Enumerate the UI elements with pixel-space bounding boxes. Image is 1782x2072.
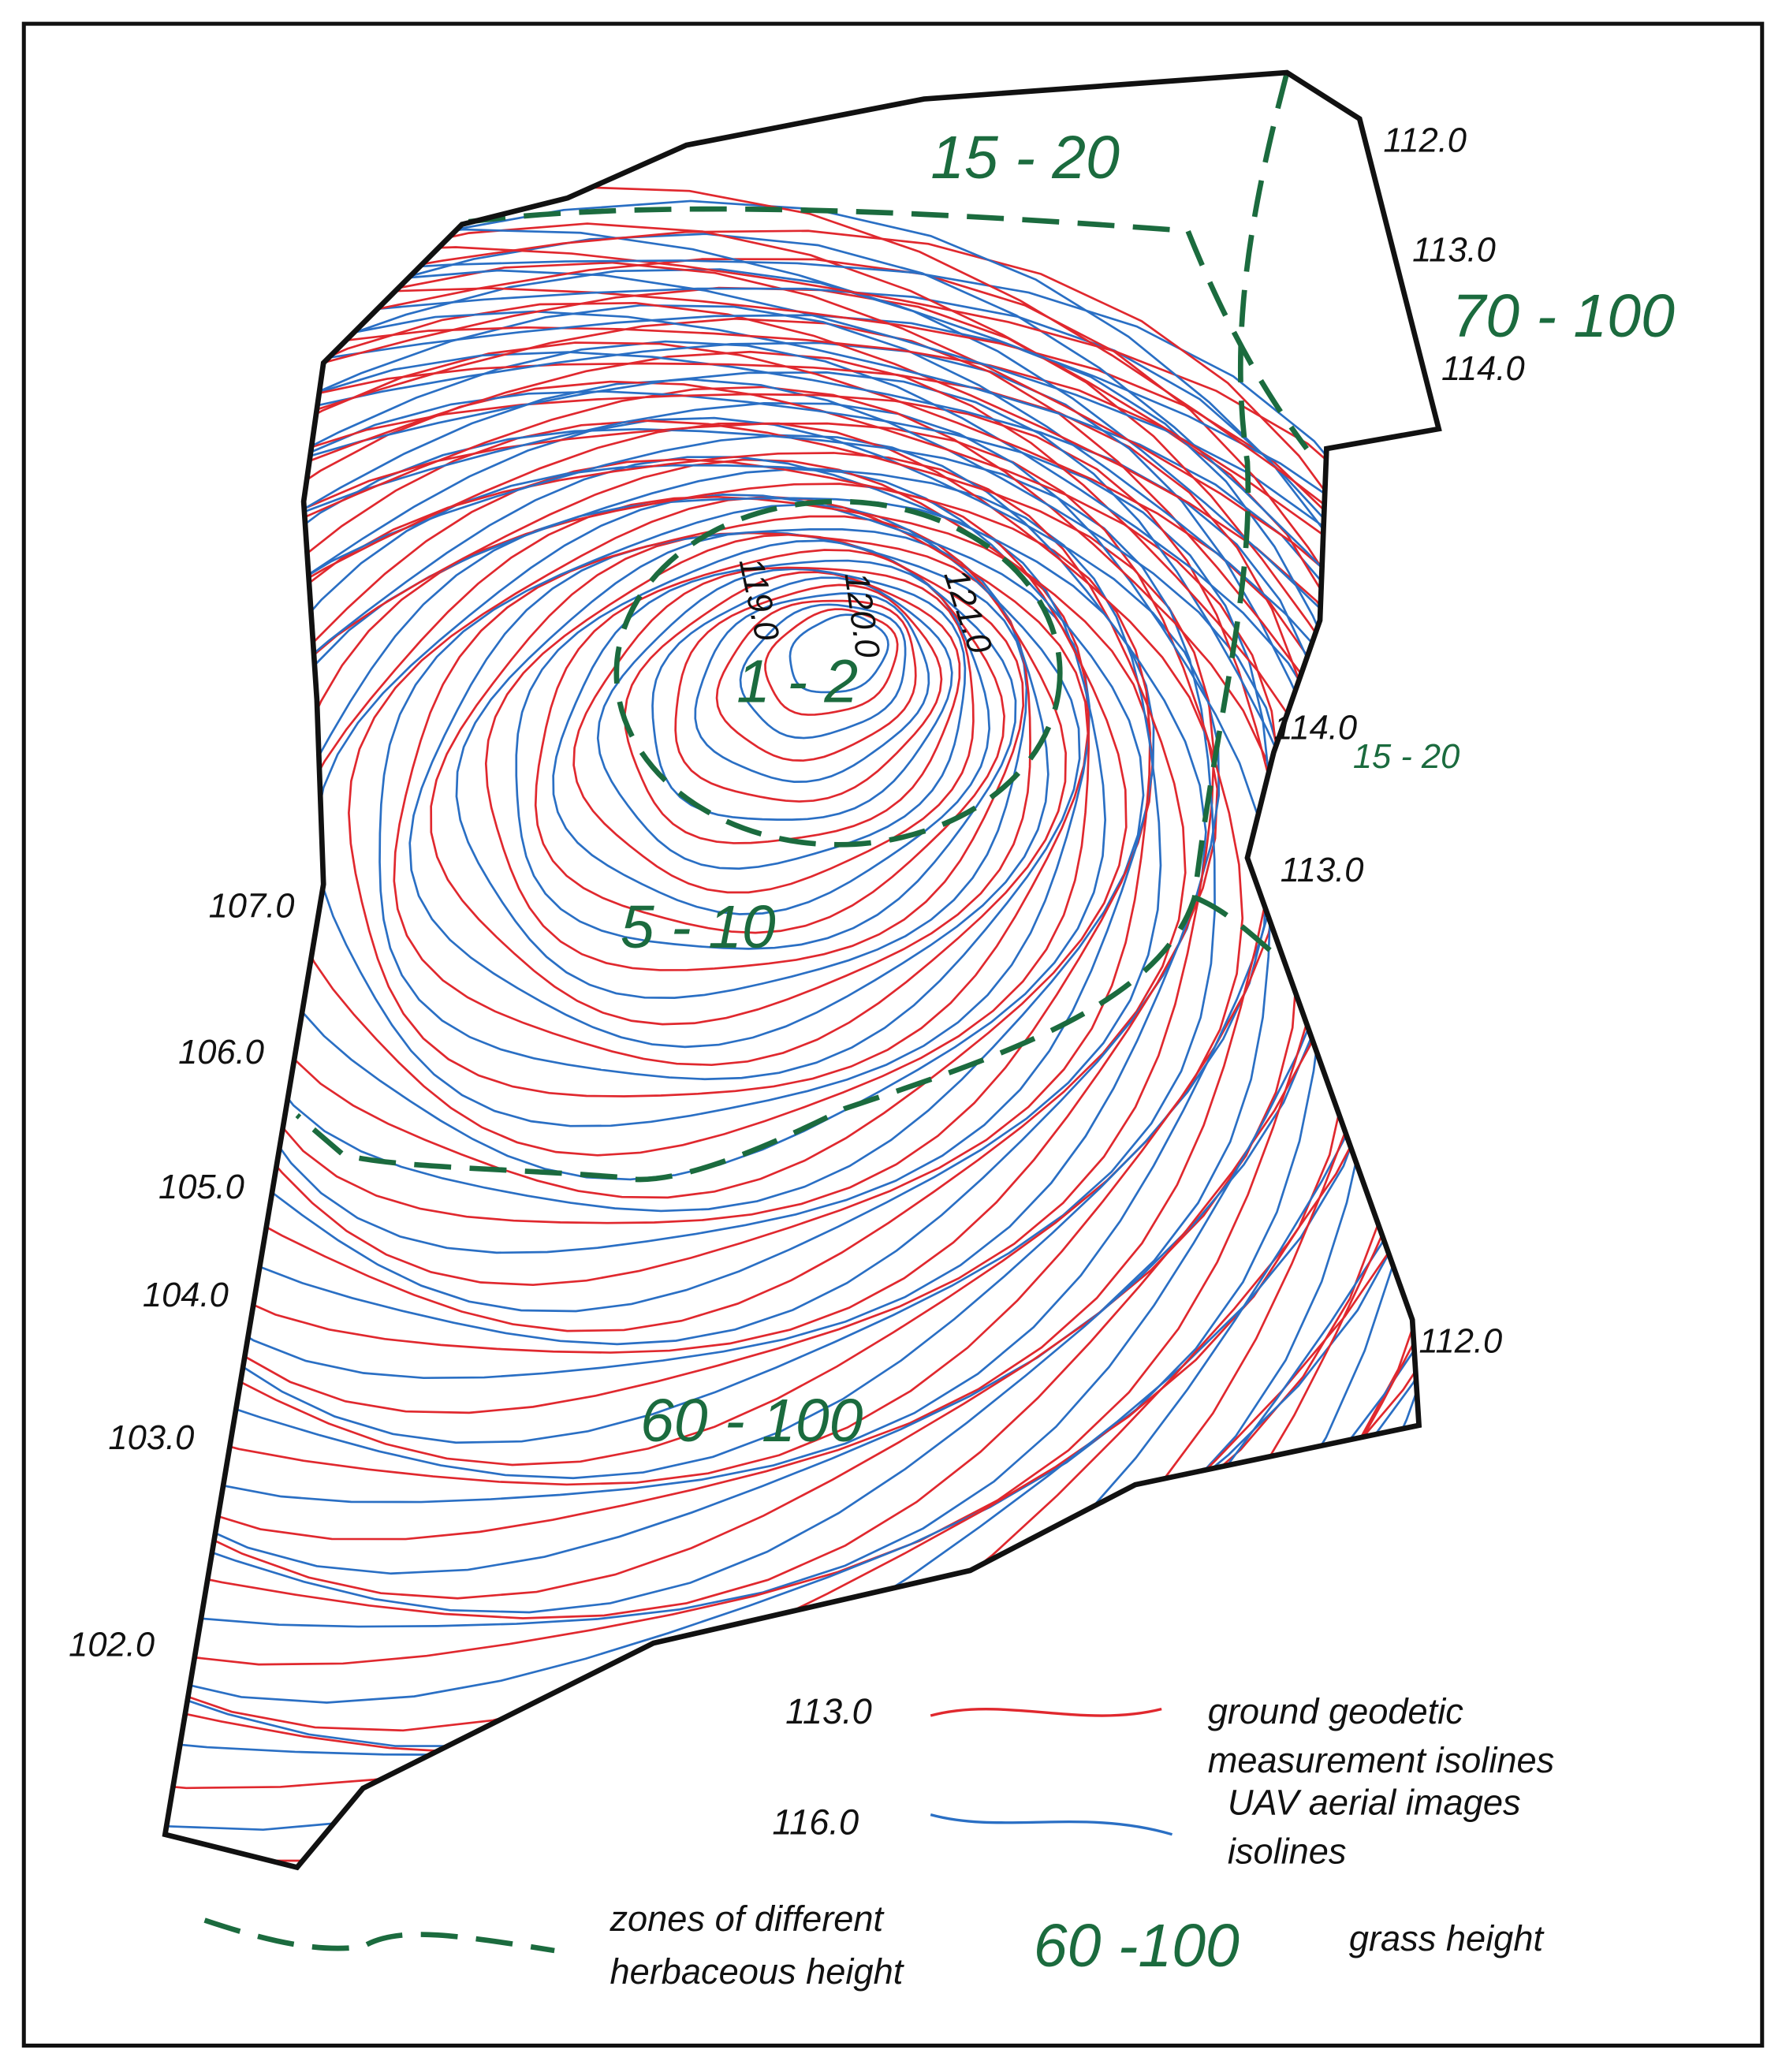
contour-label: 103.0 — [108, 1419, 194, 1457]
legend-label: measurement isolines — [1208, 1740, 1555, 1780]
contour-line — [408, 528, 1049, 1049]
zone-boundary — [613, 498, 1063, 848]
contour-line — [165, 452, 1187, 1332]
contour-label: 114.0 — [1441, 350, 1525, 388]
contour-label: 112.0 — [1383, 121, 1467, 159]
zone-label: 15 - 20 — [930, 124, 1120, 192]
frame — [21, 21, 1765, 2048]
zone-boundary — [295, 72, 1290, 1183]
contour-line — [572, 566, 975, 894]
contour-line — [165, 304, 1420, 1757]
contour-line — [651, 576, 953, 821]
legend-label: isolines — [1228, 1832, 1347, 1872]
contour-label: 114.0 — [1273, 709, 1357, 747]
contour-line — [596, 568, 967, 870]
contour-label: 113.0 — [1412, 231, 1496, 269]
contour-label: 105.0 — [158, 1168, 244, 1206]
contour-label: 112.0 — [1419, 1323, 1503, 1361]
legend-sample: 60 -100 — [1034, 1912, 1240, 1980]
contour-line — [165, 422, 1244, 1466]
contour-line — [165, 317, 1410, 1755]
contour-line — [165, 371, 1326, 1614]
legend-label: UAV aerial images — [1228, 1783, 1521, 1823]
legend-label: zones of different — [609, 1899, 885, 1939]
contour-line — [430, 531, 1031, 1026]
zone-label: 70 - 100 — [1452, 282, 1675, 350]
contour-label: 107.0 — [209, 887, 295, 925]
legend: 113.0 ground geodetic measurement isolin… — [203, 1691, 1555, 1992]
zone-label: 5 - 10 — [621, 893, 776, 961]
contour-label: 102.0 — [69, 1627, 155, 1664]
contour-line — [165, 340, 1354, 1628]
contour-line — [515, 539, 1017, 950]
legend-line — [203, 1917, 555, 1954]
legend-line — [930, 1708, 1162, 1717]
legend-line — [930, 1813, 1173, 1836]
zone-boundaries — [295, 72, 1309, 1183]
zone-label: 15 - 20 — [1353, 738, 1460, 776]
zone-boundary — [468, 206, 1309, 451]
zone-boundary — [1193, 895, 1280, 960]
contour-line — [739, 603, 907, 740]
contour-line — [694, 592, 930, 783]
contour-line — [715, 599, 917, 762]
contour-label: 104.0 — [143, 1276, 229, 1314]
contour-label: 106.0 — [178, 1034, 264, 1071]
contour-line — [393, 515, 1067, 1066]
contour-line — [764, 608, 899, 716]
zone-label: 1 - 2 — [736, 648, 858, 716]
contour-line — [165, 362, 1352, 1732]
legend-label: herbaceous height — [610, 1951, 904, 1992]
contour-line — [788, 613, 889, 694]
zone-label: 60 - 100 — [640, 1387, 863, 1455]
legend-label: grass height — [1349, 1918, 1545, 1958]
contour-line — [165, 341, 1347, 1666]
contour-line — [165, 341, 1385, 1747]
contour-line — [165, 464, 1162, 1313]
legend-sample: 116.0 — [772, 1802, 859, 1843]
contour-label: 113.0 — [1281, 852, 1364, 889]
contour-line — [165, 350, 1347, 1619]
legend-sample: 113.0 — [785, 1691, 872, 1731]
contour-line — [165, 419, 1215, 1414]
contour-line — [165, 378, 1287, 1504]
contour-line — [534, 549, 1005, 934]
contour-line — [674, 583, 943, 803]
legend-label: ground geodetic — [1208, 1691, 1464, 1731]
site-boundary — [162, 69, 1442, 1871]
